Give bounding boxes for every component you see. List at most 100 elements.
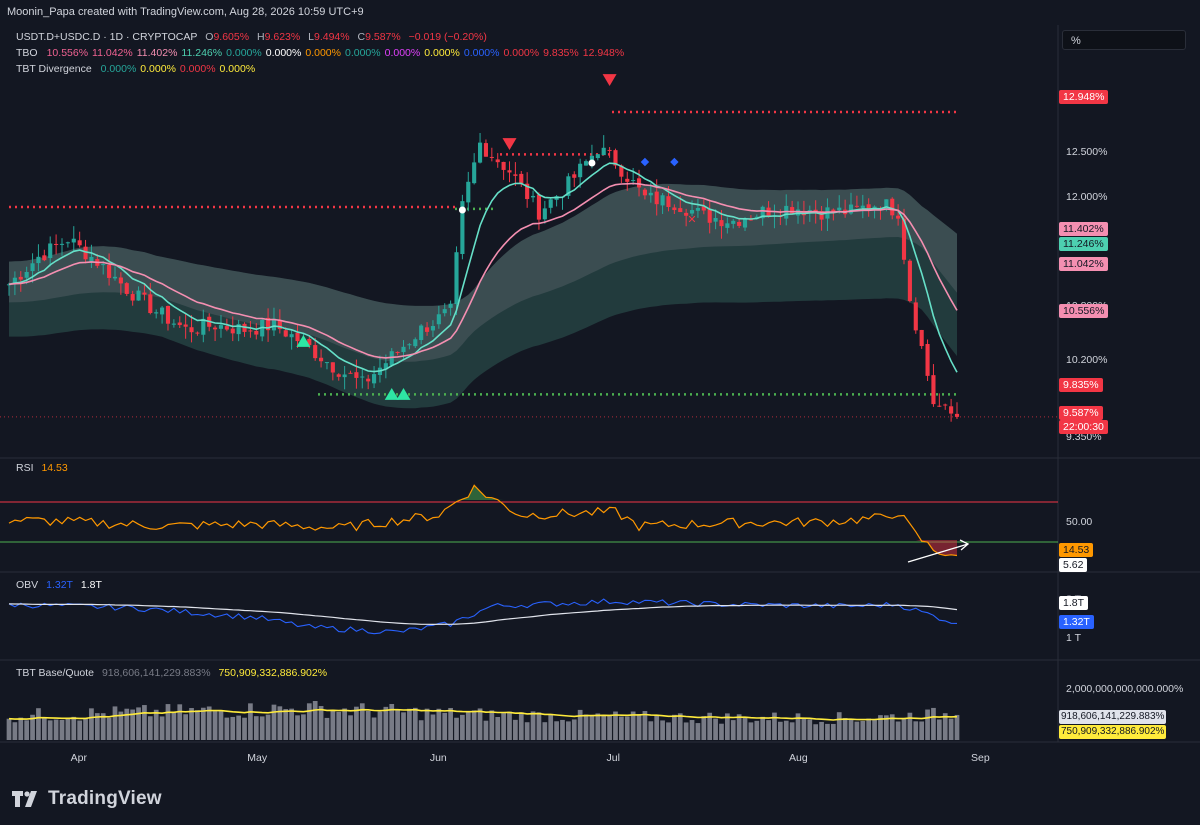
bq-bar[interactable] xyxy=(395,709,400,740)
candle[interactable] xyxy=(319,349,324,368)
bq-bar[interactable] xyxy=(948,718,954,740)
bq-bar[interactable] xyxy=(94,713,100,740)
bq-bar[interactable] xyxy=(742,716,748,740)
candle[interactable] xyxy=(271,307,277,336)
rsi-line[interactable] xyxy=(8,484,958,557)
candle-body[interactable] xyxy=(24,271,29,278)
price-axis-level-label[interactable]: 11.246% xyxy=(1059,237,1108,251)
bq-bar[interactable] xyxy=(489,710,495,740)
bq-bar[interactable] xyxy=(807,719,813,740)
candle-body[interactable] xyxy=(536,194,541,220)
candle-body[interactable] xyxy=(937,405,942,407)
candle[interactable] xyxy=(660,193,665,214)
bq-bar[interactable] xyxy=(483,720,489,740)
candle-body[interactable] xyxy=(519,173,524,184)
bq-bar[interactable] xyxy=(895,721,901,740)
bq-bar[interactable] xyxy=(672,714,677,740)
bq-bar[interactable] xyxy=(100,713,106,740)
bq-bar[interactable] xyxy=(878,715,883,740)
bq-bar[interactable] xyxy=(324,717,330,740)
candle-body[interactable] xyxy=(831,209,836,213)
candle[interactable] xyxy=(943,403,948,410)
bq-bar[interactable] xyxy=(689,720,695,740)
candle[interactable] xyxy=(854,195,859,208)
bq-bar[interactable] xyxy=(460,714,465,740)
bq-bar[interactable] xyxy=(318,706,324,740)
candle-body[interactable] xyxy=(737,221,742,226)
candle-body[interactable] xyxy=(6,284,12,286)
candle[interactable] xyxy=(436,305,441,329)
candle[interactable] xyxy=(18,271,23,292)
bq-bar[interactable] xyxy=(295,715,300,740)
bq-bar[interactable] xyxy=(41,717,47,740)
bq-bar[interactable] xyxy=(654,715,660,740)
candle-body[interactable] xyxy=(248,330,253,332)
candle[interactable] xyxy=(165,305,171,331)
bq-bar[interactable] xyxy=(677,713,683,740)
bq-bar[interactable] xyxy=(430,714,436,740)
bq-bar[interactable] xyxy=(448,707,453,740)
bq-bar[interactable] xyxy=(701,716,707,740)
candle[interactable] xyxy=(937,393,942,408)
bq-bar[interactable] xyxy=(401,712,406,740)
candle[interactable] xyxy=(65,241,70,248)
candle[interactable] xyxy=(107,253,112,286)
candle-body[interactable] xyxy=(236,324,241,335)
bq-bar[interactable] xyxy=(12,722,18,740)
candle-body[interactable] xyxy=(266,317,271,331)
bq-bar[interactable] xyxy=(24,720,30,740)
candle-body[interactable] xyxy=(572,174,577,178)
bq-bar[interactable] xyxy=(942,713,948,740)
candle-body[interactable] xyxy=(642,189,647,196)
sell-signal-marker[interactable] xyxy=(502,138,517,150)
candle[interactable] xyxy=(525,172,530,208)
bq-bar[interactable] xyxy=(259,716,265,740)
bq-bar[interactable] xyxy=(6,718,12,740)
candle-body[interactable] xyxy=(330,362,335,373)
bq-bar[interactable] xyxy=(931,707,936,740)
bq-bar[interactable] xyxy=(136,707,141,740)
candle-body[interactable] xyxy=(819,211,824,220)
candle[interactable] xyxy=(48,236,53,267)
divergence-legend[interactable]: TBT Divergence 0.000% 0.000% 0.000% 0.000% xyxy=(16,63,255,75)
bq-bar[interactable] xyxy=(719,723,724,740)
candle[interactable] xyxy=(489,147,494,162)
bq-bar[interactable] xyxy=(206,706,212,740)
candle-body[interactable] xyxy=(342,374,347,378)
bq-bar[interactable] xyxy=(713,718,718,740)
candle[interactable] xyxy=(483,139,489,157)
candle[interactable] xyxy=(954,402,960,420)
bq-bar[interactable] xyxy=(554,721,559,740)
candle[interactable] xyxy=(354,359,359,389)
candle-body[interactable] xyxy=(360,376,365,378)
bq-bar[interactable] xyxy=(589,715,595,740)
candle-body[interactable] xyxy=(177,322,182,326)
bq-bar[interactable] xyxy=(518,712,524,740)
bq-bar[interactable] xyxy=(242,717,247,740)
candle-body[interactable] xyxy=(896,215,901,219)
bq-bar[interactable] xyxy=(913,721,919,740)
candle-body[interactable] xyxy=(689,210,695,214)
candle-body[interactable] xyxy=(124,283,129,294)
candle-body[interactable] xyxy=(625,178,630,182)
bq-bar[interactable] xyxy=(312,700,318,740)
bq-bar[interactable] xyxy=(636,714,642,740)
bq-bar[interactable] xyxy=(365,710,371,740)
bq-bar[interactable] xyxy=(147,716,153,740)
bq-bar[interactable] xyxy=(624,716,630,740)
bq-bar[interactable] xyxy=(359,703,365,740)
bq-value-label[interactable]: 918,606,141,229.883% xyxy=(1059,710,1167,724)
bq-bar[interactable] xyxy=(836,712,842,740)
candle-body[interactable] xyxy=(230,328,235,334)
candle[interactable] xyxy=(748,215,753,221)
divergence-diamond-marker[interactable] xyxy=(670,157,679,167)
bq-bar[interactable] xyxy=(883,715,889,740)
candle-body[interactable] xyxy=(583,161,589,166)
candle-body[interactable] xyxy=(719,220,724,227)
bq-bar[interactable] xyxy=(607,716,612,740)
candle[interactable] xyxy=(913,297,918,334)
candle[interactable] xyxy=(24,266,29,285)
bq-bar[interactable] xyxy=(418,720,424,740)
candle-body[interactable] xyxy=(319,357,324,362)
